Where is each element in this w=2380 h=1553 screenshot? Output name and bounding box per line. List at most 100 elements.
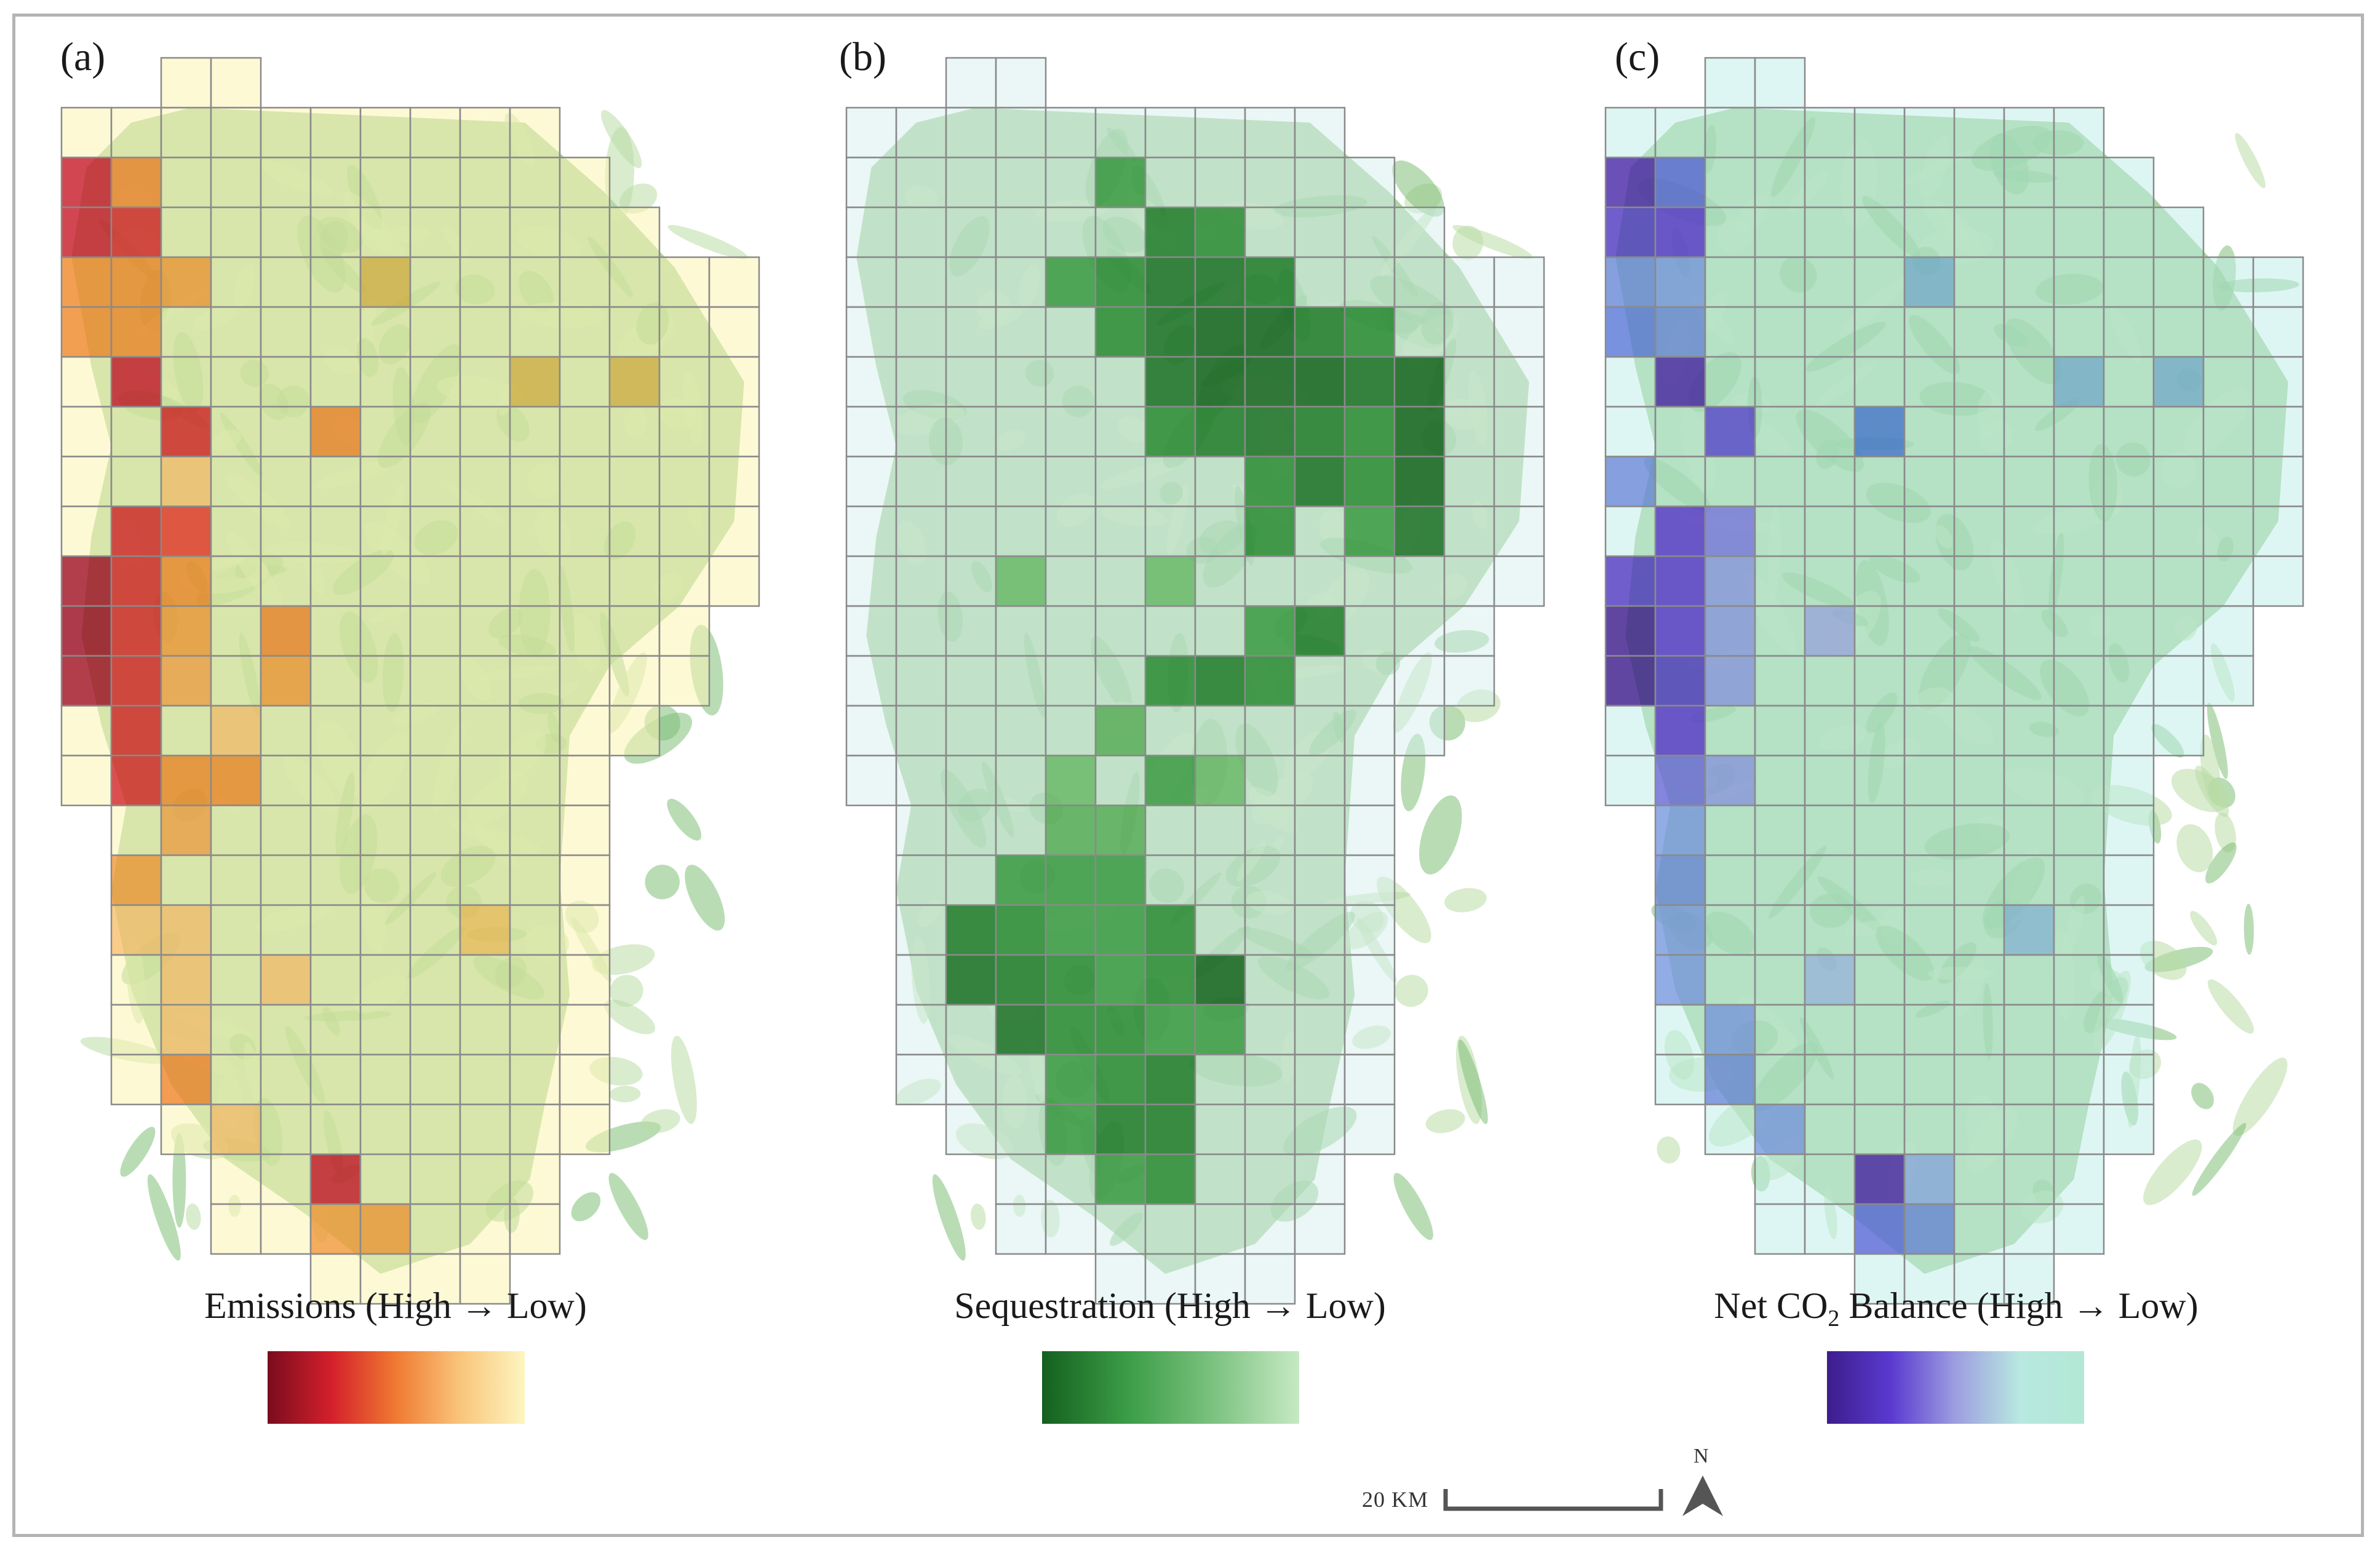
grid-cell — [1343, 505, 1396, 557]
grid-cell — [1953, 505, 2005, 557]
grid-cell — [1704, 705, 1756, 757]
grid-cell — [1343, 605, 1396, 657]
grid-cell — [608, 705, 661, 757]
grid-cell — [895, 804, 947, 856]
map-panel-c — [1604, 57, 2304, 1305]
landcover-patch — [2176, 824, 2213, 872]
grid-cell — [1094, 555, 1147, 607]
grid-cell — [658, 405, 710, 458]
grid-cell — [1045, 954, 1097, 1006]
grid-cell — [708, 405, 760, 458]
grid-cell — [1953, 1203, 2005, 1255]
grid-cell — [260, 954, 312, 1006]
grid-cell — [1244, 455, 1296, 508]
grid-cell — [60, 106, 113, 159]
grid-cell — [309, 1103, 362, 1156]
grid-cell — [895, 106, 947, 159]
grid-cell — [160, 555, 212, 607]
grid-cell — [1804, 1153, 1856, 1205]
grid-cell — [1754, 57, 1806, 109]
grid-cell — [1704, 804, 1756, 856]
grid-cell — [210, 1203, 262, 1255]
landcover-patch — [601, 110, 642, 169]
grid-cell — [1343, 256, 1396, 308]
grid-cell — [409, 1153, 461, 1205]
grid-cell — [2053, 1103, 2105, 1156]
grid-cell — [2103, 1103, 2155, 1156]
grid-cell — [509, 1053, 561, 1106]
grid-cell — [658, 306, 710, 358]
grid-cell — [459, 754, 511, 807]
grid-cell — [509, 1004, 561, 1056]
legend-ramp-net-balance — [1827, 1351, 2084, 1424]
grid-cell — [1754, 156, 1806, 209]
grid-cell — [1754, 555, 1806, 607]
grid-cell — [658, 505, 710, 557]
grid-cell — [210, 1103, 262, 1156]
grid-cell — [945, 904, 997, 956]
grid-cell — [210, 505, 262, 557]
grid-cell — [409, 256, 461, 308]
grid-cell — [1903, 1103, 1956, 1156]
grid-cell — [2003, 1203, 2055, 1255]
grid-cell — [559, 455, 611, 508]
grid-cell — [1194, 156, 1246, 209]
grid-cell — [1045, 356, 1097, 408]
grid-cell — [2053, 1053, 2105, 1106]
grid-cell — [459, 356, 511, 408]
grid-cell — [1654, 306, 1706, 358]
grid-cell — [409, 405, 461, 458]
grid-cell — [110, 505, 162, 557]
landcover-patch — [608, 1173, 648, 1240]
grid-cell — [60, 156, 113, 209]
grid-cell — [1704, 854, 1756, 906]
grid-cell — [260, 405, 312, 458]
grid-cell — [1953, 555, 2005, 607]
grid-cell — [1094, 1103, 1147, 1156]
grid-cell — [559, 804, 611, 856]
grid-cell — [1853, 306, 1906, 358]
grid-cell — [1953, 1253, 2005, 1305]
landcover-patch — [1425, 1109, 1465, 1133]
grid-cell — [459, 455, 511, 508]
grid-cell — [1853, 256, 1906, 308]
grid-cell — [509, 405, 561, 458]
grid-cell — [1094, 455, 1147, 508]
grid-cell — [608, 455, 661, 508]
grid-cell — [409, 754, 461, 807]
grid-cell — [1953, 206, 2005, 258]
grid-cell — [110, 804, 162, 856]
grid-cell — [1804, 505, 1856, 557]
grid-cell — [509, 1203, 561, 1255]
grid-cell — [1343, 455, 1396, 508]
grid-cell — [110, 1053, 162, 1106]
grid-cell — [995, 57, 1047, 109]
grid-cell — [160, 206, 212, 258]
grid-cell — [559, 256, 611, 308]
grid-cell — [945, 206, 997, 258]
grid-cell — [1953, 156, 2005, 209]
grid-cell — [2252, 505, 2304, 557]
grid-cell — [1194, 754, 1246, 807]
grid-cell — [708, 505, 760, 557]
grid-cell — [945, 356, 997, 408]
panel-label-b: (b) — [839, 34, 886, 79]
grid-cell — [509, 505, 561, 557]
grid-cell — [1144, 954, 1196, 1006]
grid-cell — [945, 156, 997, 209]
grid-cell — [1294, 306, 1346, 358]
grid-cell — [1244, 505, 1296, 557]
grid-cell — [1704, 206, 1756, 258]
grid-cell — [359, 106, 412, 159]
grid-cell — [2103, 954, 2155, 1006]
grid-cell — [260, 1103, 312, 1156]
grid-cell — [1294, 904, 1346, 956]
grid-cell — [409, 356, 461, 408]
grid-cell — [1804, 206, 1856, 258]
grid-cell — [608, 256, 661, 308]
grid-cell — [1294, 256, 1346, 308]
grid-cell — [1294, 1103, 1346, 1156]
grid-cell — [210, 356, 262, 408]
grid-cell — [2053, 705, 2105, 757]
grid-cell — [1953, 655, 2005, 707]
